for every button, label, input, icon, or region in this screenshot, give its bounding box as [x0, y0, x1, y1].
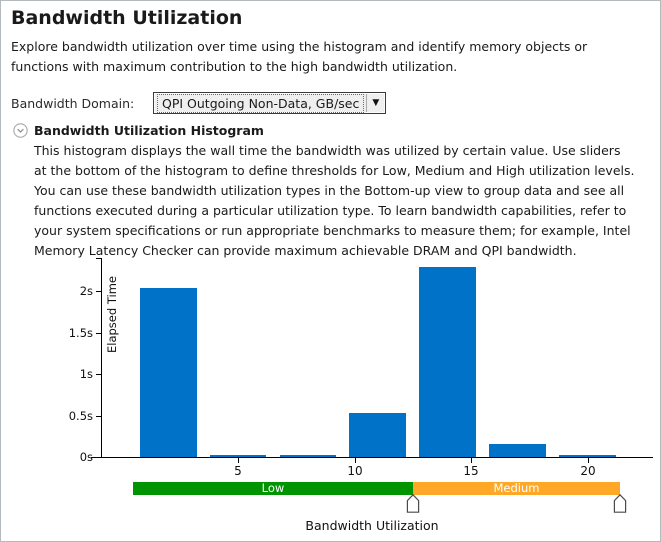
x-tick-mark [588, 458, 589, 463]
y-tick-mark [96, 374, 102, 375]
bandwidth-histogram-chart: Elapsed Time 0s 0.5s 1s 1.5s 2s 5 10 15 20 Low M… [1, 251, 660, 541]
histogram-bar [209, 455, 267, 457]
x-tick-label: 20 [580, 464, 596, 478]
collapse-section-icon[interactable] [13, 122, 28, 138]
utilization-region-low: Low [133, 482, 413, 495]
histogram-section-title: Bandwidth Utilization Histogram [34, 122, 264, 138]
bandwidth-domain-selected-value: QPI Outgoing Non-Data, GB/sec [157, 93, 365, 113]
utilization-region-medium: Medium [412, 481, 621, 495]
x-axis-line [91, 457, 653, 458]
y-axis-top-tick [96, 258, 102, 259]
histogram-bar [139, 288, 197, 457]
histogram-section-description: This histogram displays the wall time th… [34, 143, 635, 258]
histogram-bar [279, 455, 337, 457]
slider-handle-icon [406, 493, 419, 513]
histogram-bar [489, 444, 547, 457]
histogram-bar [559, 455, 616, 457]
y-tick-label: 0.5s [68, 408, 93, 423]
bandwidth-domain-select[interactable]: QPI Outgoing Non-Data, GB/sec ▼ [153, 92, 387, 114]
y-tick-mark [96, 415, 102, 417]
x-tick-mark [355, 458, 356, 463]
y-tick-label: 0s [79, 450, 93, 464]
bandwidth-domain-label: Bandwidth Domain: [11, 95, 135, 111]
y-tick-mark [96, 291, 102, 292]
threshold-slider-handle-2[interactable] [613, 493, 627, 513]
y-axis-label: Elapsed Time [105, 276, 119, 353]
utilization-region-label: Low [261, 481, 285, 495]
y-axis-line [101, 258, 102, 458]
threshold-slider-handle-1[interactable] [406, 493, 420, 513]
x-tick-label: 10 [347, 464, 363, 478]
utilization-region-label: Medium [493, 481, 540, 495]
bandwidth-domain-row: Bandwidth Domain: QPI Outgoing Non-Data,… [11, 91, 660, 115]
x-tick-label: 5 [234, 464, 242, 478]
x-tick-mark [238, 458, 239, 463]
x-axis-label: Bandwidth Utilization [305, 518, 439, 533]
y-tick-mark [96, 332, 102, 334]
histogram-bar [349, 413, 407, 457]
page-title: Bandwidth Utilization [11, 7, 243, 29]
slider-handle-icon [613, 493, 627, 513]
x-tick-label: 15 [463, 464, 479, 478]
intro-text: Explore bandwidth utilization over time … [11, 39, 588, 74]
x-tick-mark [471, 458, 472, 463]
y-tick-label: 2s [79, 284, 93, 298]
histogram-section-header: Bandwidth Utilization Histogram [13, 122, 660, 138]
y-tick-label: 1s [79, 367, 93, 381]
y-tick-label: 1.5s [68, 325, 93, 340]
chevron-down-icon: ▼ [366, 94, 384, 112]
histogram-bar [419, 267, 477, 457]
